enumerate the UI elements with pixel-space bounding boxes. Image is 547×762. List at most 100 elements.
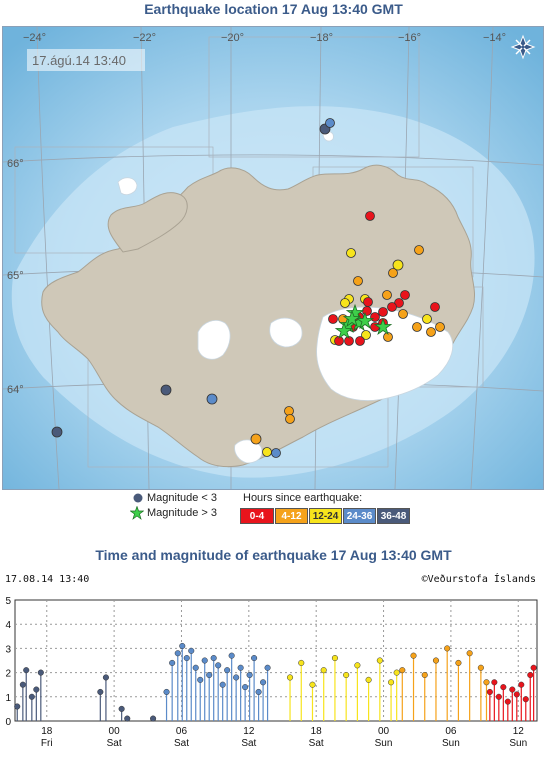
quake-point <box>264 664 271 671</box>
y-tick-label: 1 <box>5 693 11 704</box>
x-tick-day-label: Sun <box>375 738 393 749</box>
quake-point <box>343 671 350 679</box>
y-tick-label: 4 <box>5 620 11 631</box>
x-tick-label: 18 <box>311 726 323 737</box>
legend-star-icon <box>130 506 144 520</box>
timestamp-box <box>27 49 145 71</box>
legend-bin-0-4: 0-4 <box>240 508 274 524</box>
quake-marker <box>334 336 344 346</box>
quake-marker <box>435 322 445 332</box>
quake-star <box>373 317 393 336</box>
quake-point <box>215 662 222 669</box>
quake-point <box>504 698 511 705</box>
quake-point <box>298 659 305 666</box>
quake-marker <box>388 268 398 278</box>
quake-point <box>237 664 244 671</box>
quake-point <box>286 674 294 681</box>
x-tick-label: 12 <box>513 726 525 737</box>
quake-marker <box>340 298 350 308</box>
quake-point <box>163 688 170 696</box>
quake-marker <box>355 336 365 346</box>
y-tick-label: 5 <box>5 596 11 607</box>
quake-point <box>466 650 473 657</box>
quake-point <box>527 671 534 679</box>
lat-label: 64° <box>7 384 24 396</box>
x-tick-day-label: Sat <box>174 738 189 749</box>
quake-marker <box>361 330 371 340</box>
quake-point <box>150 715 157 722</box>
quake-marker <box>387 302 397 312</box>
quake-star <box>334 321 354 340</box>
quake-point <box>246 671 253 679</box>
x-tick-label: 00 <box>109 726 121 737</box>
map-title: Earthquake location 17 Aug 13:40 GMT <box>144 1 403 17</box>
chart-marks <box>14 642 537 722</box>
chart-axes: 01234518Fri00Sat06Sat12Sat18Sat00Sun06Su… <box>5 596 527 749</box>
quake-point <box>260 679 267 686</box>
quake-point <box>14 703 21 710</box>
quake-marker <box>430 302 440 312</box>
quake-point <box>242 684 249 691</box>
quake-point <box>233 674 240 681</box>
quake-marker <box>363 297 373 307</box>
map-canvas: −24° −22° −20° −18° −16° −14° 66° 65° 64… <box>3 27 543 489</box>
quake-marker <box>353 276 363 286</box>
chart-canvas: 17.08.14 13:40 ©Veðurstofa Íslands 01234… <box>5 572 538 749</box>
lon-label: −20° <box>221 32 244 44</box>
legend-bin-36-48: 36-48 <box>377 508 410 524</box>
quake-star <box>355 311 375 330</box>
chart-grid <box>14 599 538 722</box>
quake-point <box>365 676 372 683</box>
quake-marker <box>160 384 172 396</box>
quake-point <box>320 667 327 674</box>
quake-point <box>124 715 131 722</box>
quake-marker <box>328 314 338 324</box>
quake-point <box>393 669 400 676</box>
quake-point <box>455 659 462 666</box>
legend-bin-4-12: 4-12 <box>275 508 308 524</box>
legend-mag-large: Magnitude > 3 <box>147 507 218 519</box>
quake-point <box>491 679 498 686</box>
lon-label: −16° <box>398 32 421 44</box>
x-tick-day-label: Sun <box>442 738 460 749</box>
quake-marker <box>271 448 281 458</box>
earthquake-map[interactable]: −24° −22° −20° −18° −16° −14° 66° 65° 64… <box>2 26 544 490</box>
lon-label: −14° <box>483 32 506 44</box>
legend-mag-small: Magnitude < 3 <box>147 492 218 504</box>
chart-title: Time and magnitude of earthquake 17 Aug … <box>95 547 452 563</box>
quake-point <box>255 688 262 696</box>
quake-point <box>331 655 338 662</box>
quake-marker <box>422 314 432 324</box>
quake-marker <box>412 322 422 332</box>
quake-point <box>169 659 176 666</box>
quake-point <box>174 650 181 657</box>
quake-point <box>97 688 104 696</box>
quake-marker <box>414 245 424 255</box>
quake-marker <box>344 336 354 346</box>
quake-marker <box>398 309 408 319</box>
quake-marker <box>284 406 294 416</box>
quake-point <box>513 691 520 698</box>
quake-point <box>444 645 451 652</box>
y-tick-label: 2 <box>5 669 11 680</box>
quake-point <box>509 686 516 693</box>
quake-star <box>342 309 362 328</box>
quake-marker <box>400 290 410 300</box>
plot-frame <box>14 599 538 722</box>
quake-marker <box>392 259 404 271</box>
chart-credit: ©Veðurstofa Íslands <box>422 572 536 585</box>
lon-label: −22° <box>133 32 156 44</box>
quake-marker <box>325 118 335 128</box>
hofsjokull <box>269 317 303 348</box>
quake-point <box>192 664 199 671</box>
quake-marker <box>370 312 380 322</box>
legend-bin-12-24: 12-24 <box>309 508 342 524</box>
lon-labels: −24° −22° −20° −18° −16° −14° <box>23 32 506 44</box>
legend-circle-icon <box>133 493 143 503</box>
quake-point <box>251 655 258 662</box>
x-tick-day-label: Sat <box>107 738 122 749</box>
quake-point <box>188 647 195 654</box>
quake-point <box>28 693 35 700</box>
compass-icon[interactable] <box>510 34 536 60</box>
quake-point <box>399 667 406 674</box>
